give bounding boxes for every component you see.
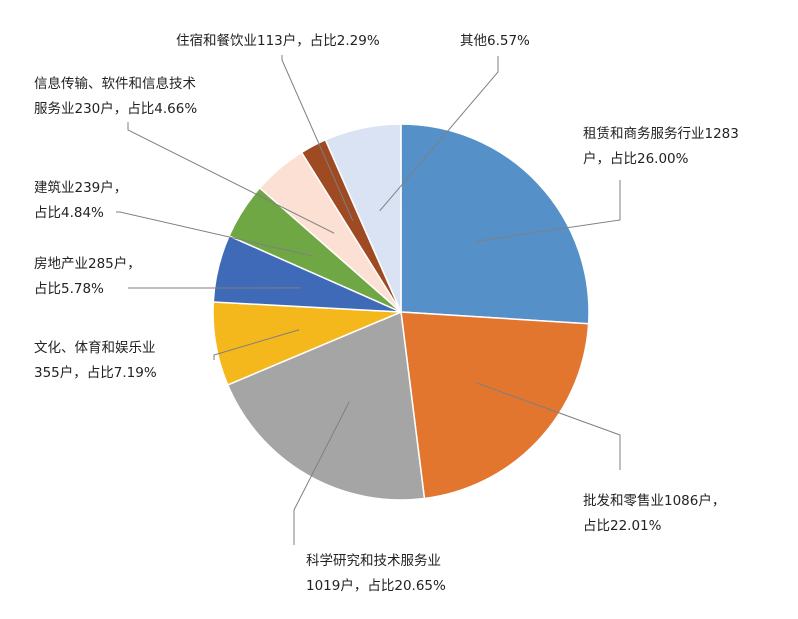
leader-line — [476, 382, 621, 470]
slice-label-line: 信息传输、软件和信息技术 — [34, 75, 196, 92]
slice-label-line: 占比4.84% — [34, 205, 104, 221]
slice-label: 批发和零售业1086户， 占比22.01% — [583, 492, 725, 534]
slice-label-line: 租赁和商务服务行业1283 — [583, 126, 739, 142]
slice-label-line: 房地产业285户， — [34, 255, 141, 272]
leader-line — [127, 122, 335, 234]
leader-line — [293, 401, 350, 545]
slice-label-line: 科学研究和技术服务业 — [306, 553, 441, 569]
slice-label-line: 其他6.57% — [460, 33, 530, 49]
slice-label-line: 占比5.78% — [34, 281, 104, 297]
slice-label-line: 住宿和餐饮业113户，占比2.29% — [176, 32, 380, 49]
slice-label-line: 批发和零售业1086户， — [583, 492, 725, 509]
pie-slice — [400, 311, 590, 500]
leader-line — [476, 180, 621, 242]
pie-slices — [212, 123, 590, 501]
leader-line — [213, 329, 300, 360]
slice-label-line: 户，占比26.00% — [583, 150, 689, 167]
slice-label: 房地产业285户， 占比5.78% — [34, 255, 141, 297]
slice-label: 住宿和餐饮业113户，占比2.29% — [176, 32, 380, 49]
slice-labels: 租赁和商务服务行业1283 户，占比26.00% 批发和零售业1086户， 占比22.… — [34, 32, 739, 594]
slice-label: 科学研究和技术服务业 1019户，占比20.65% — [306, 553, 446, 594]
pie-slice — [400, 123, 590, 325]
leader-line — [281, 55, 354, 221]
slice-label-line: 355户，占比7.19% — [34, 364, 157, 381]
slice-label-line: 建筑业239户， — [34, 179, 127, 196]
slice-label-line: 文化、体育和娱乐业 — [34, 340, 156, 356]
pie-slice — [324, 123, 402, 313]
slice-label-line: 1019户，占比20.65% — [306, 577, 446, 594]
leader-line — [116, 211, 314, 257]
slice-label-line: 占比22.01% — [583, 518, 662, 534]
slice-label: 建筑业239户， 占比4.84% — [34, 179, 127, 221]
pie-slice — [226, 310, 426, 501]
slice-label: 其他6.57% — [460, 33, 530, 49]
leader-line — [379, 56, 499, 212]
slice-label-line: 服务业230户，占比4.66% — [34, 100, 197, 117]
leader-lines — [116, 55, 621, 545]
slice-label: 租赁和商务服务行业1283 户，占比26.00% — [583, 126, 739, 167]
slice-label: 信息传输、软件和信息技术服务业230户，占比4.66% — [34, 75, 197, 117]
slice-label: 文化、体育和娱乐业 355户，占比7.19% — [34, 340, 157, 381]
